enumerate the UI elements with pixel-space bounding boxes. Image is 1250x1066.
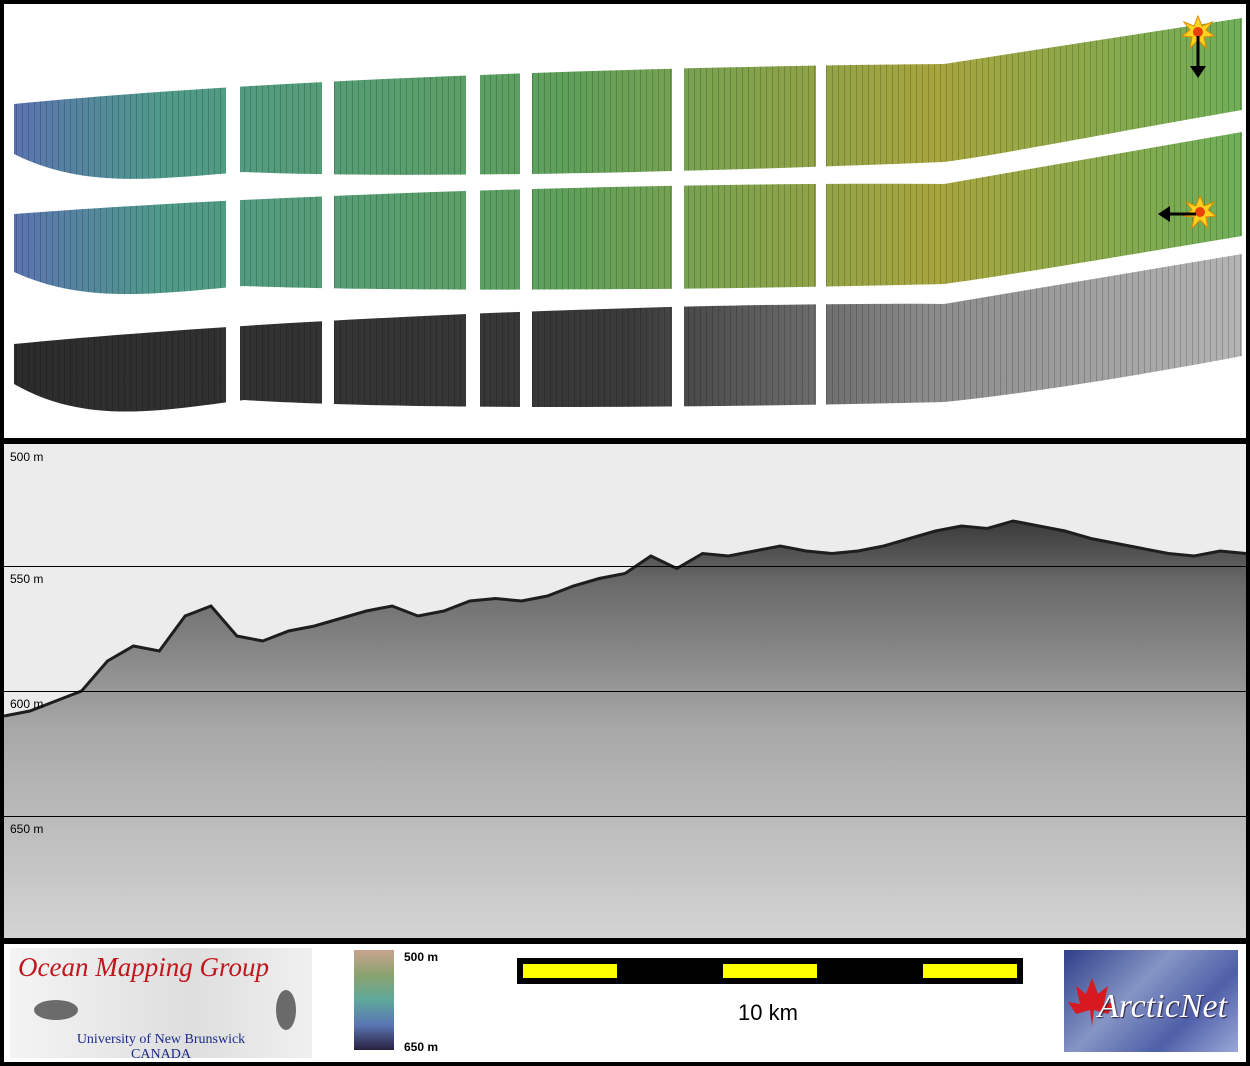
arrow-left-icon: [1158, 206, 1196, 222]
backscatter-swath: [14, 254, 1242, 412]
sun-illumination-icon: [1182, 194, 1218, 230]
legend-panel: Ocean Mapping Group University of New Br…: [4, 944, 1246, 1062]
arcticnet-logo: ArcticNet: [1064, 950, 1238, 1052]
swath-map: [14, 14, 1242, 424]
seafloor-reflector: [4, 521, 1246, 938]
depth-colorbar: [354, 950, 394, 1050]
scale-bar-segment: [523, 964, 617, 978]
depth-gridline: [4, 816, 1246, 817]
arrow-down-icon: [1190, 36, 1206, 78]
country-name: CANADA: [131, 1047, 191, 1062]
partner-name: ArcticNet: [1098, 988, 1228, 1025]
scale-bar: [517, 958, 1023, 984]
depth-gridline: [4, 691, 1246, 692]
seafloor-line: [4, 519, 1246, 718]
bathymetry-swath-south: [14, 132, 1242, 295]
subbottom-profile-panel: 500 m 550 m 600 m 650 m: [4, 444, 1246, 938]
subbottom-profile: [4, 519, 1246, 938]
university-name: University of New Brunswick: [76, 1032, 246, 1047]
maple-leaf-icon: [1068, 978, 1116, 1026]
organization-name: Ocean Mapping Group: [18, 952, 269, 982]
scale-label: 10 km: [738, 1000, 798, 1025]
depth-label: 550 m: [10, 572, 44, 586]
bathymetry-swath-north: [14, 18, 1242, 179]
colorbar-bottom-label: 650 m: [404, 1040, 439, 1054]
depth-label: 650 m: [10, 822, 44, 836]
swath-gaps: [226, 64, 826, 424]
depth-label: 600 m: [10, 697, 44, 711]
scale-bar-segment: [923, 964, 1017, 978]
survey-vessel-icon: [34, 990, 296, 1030]
swath-map-panel: [4, 4, 1246, 438]
colorbar-top-label: 500 m: [404, 950, 439, 964]
scale-bar-segment: [723, 964, 817, 978]
depth-gridline: [4, 566, 1246, 567]
depth-label: 500 m: [10, 450, 44, 464]
ocean-mapping-group-logo: Ocean Mapping Group University of New Br…: [10, 948, 312, 1062]
